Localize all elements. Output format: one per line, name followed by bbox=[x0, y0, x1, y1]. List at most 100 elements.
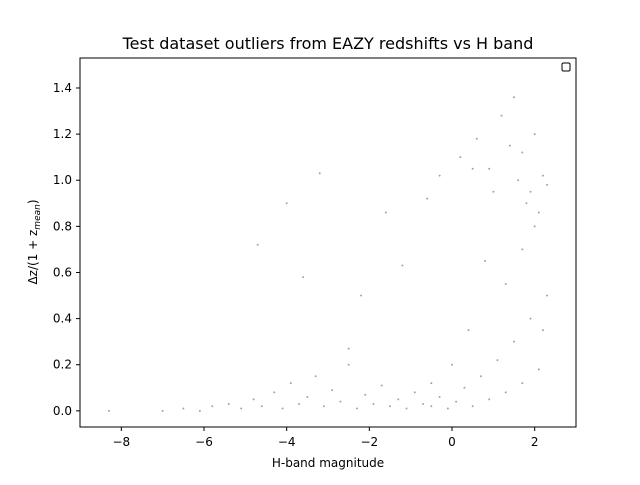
x-tick-label: −2 bbox=[360, 435, 378, 449]
scatter-point bbox=[438, 174, 441, 177]
scatter-point bbox=[289, 382, 292, 385]
y-tick-label: 1.0 bbox=[53, 173, 72, 187]
scatter-point bbox=[413, 391, 416, 394]
scatter-point bbox=[475, 137, 478, 140]
scatter-point bbox=[182, 407, 185, 410]
scatter-point bbox=[533, 133, 536, 136]
scatter-point bbox=[401, 264, 404, 267]
scatter-point bbox=[484, 259, 487, 262]
scatter-point bbox=[508, 144, 511, 147]
scatter-point bbox=[517, 179, 520, 182]
scatter-point bbox=[438, 396, 441, 399]
scatter-point bbox=[355, 407, 358, 410]
scatter-point bbox=[513, 340, 515, 343]
scatter-point bbox=[198, 409, 201, 412]
plot-frame bbox=[79, 57, 577, 428]
scatter-point bbox=[405, 407, 408, 410]
scatter-point bbox=[513, 96, 515, 99]
x-tick-label: −8 bbox=[112, 435, 130, 449]
scatter-point bbox=[397, 398, 400, 401]
scatter-point bbox=[107, 409, 110, 412]
scatter-point bbox=[537, 211, 540, 214]
scatter-point bbox=[521, 151, 524, 154]
scatter-point bbox=[430, 405, 433, 408]
scatter-point bbox=[479, 375, 482, 378]
scatter-point bbox=[521, 248, 524, 251]
scatter-point bbox=[161, 409, 164, 412]
scatter-point bbox=[455, 400, 458, 403]
points-layer bbox=[107, 96, 549, 412]
x-axis-label: H-band magnitude bbox=[272, 456, 384, 470]
scatter-point bbox=[306, 396, 309, 399]
x-tick-label: −4 bbox=[278, 435, 296, 449]
y-tick-label: 1.4 bbox=[53, 81, 72, 95]
scatter-point bbox=[322, 405, 325, 408]
scatter-point bbox=[314, 375, 317, 378]
scatter-point bbox=[504, 283, 507, 286]
scatter-point bbox=[285, 202, 288, 205]
y-tick-label: 0.2 bbox=[53, 358, 72, 372]
y-tick-label: 1.2 bbox=[53, 127, 72, 141]
scatter-point bbox=[256, 243, 259, 246]
scatter-point bbox=[384, 211, 387, 214]
scatter-point bbox=[422, 402, 425, 405]
scatter-point bbox=[240, 407, 243, 410]
scatter-point bbox=[426, 197, 429, 200]
scatter-point bbox=[546, 183, 549, 186]
y-tick-label: 0.4 bbox=[53, 312, 72, 326]
legend-box bbox=[561, 62, 571, 72]
scatter-point bbox=[298, 402, 301, 405]
scatter-point bbox=[211, 405, 214, 408]
scatter-point bbox=[227, 402, 230, 405]
scatter-point bbox=[467, 329, 470, 332]
scatter-point bbox=[492, 190, 495, 193]
scatter-point bbox=[252, 398, 255, 401]
scatter-point bbox=[529, 190, 532, 193]
scatter-point bbox=[529, 317, 532, 320]
x-tick-label: 2 bbox=[531, 435, 539, 449]
scatter-point bbox=[500, 114, 503, 117]
y-axis-ticks: 0.0 0.2 0.4 0.6 0.8 1.0 1.2 1.4 bbox=[53, 81, 80, 418]
y-axis-label: Δz/(1 + zmean) bbox=[26, 199, 43, 284]
scatter-point bbox=[260, 405, 263, 408]
scatter-point bbox=[430, 382, 433, 385]
scatter-point bbox=[541, 174, 544, 177]
x-axis-ticks: −8 −6 −4 −2 0 2 bbox=[112, 427, 538, 449]
y-tick-label: 0.8 bbox=[53, 219, 72, 233]
scatter-point bbox=[339, 400, 342, 403]
y-tick-label: 0.6 bbox=[53, 265, 72, 279]
scatter-point bbox=[347, 347, 350, 350]
scatter-point bbox=[463, 386, 466, 389]
scatter-point bbox=[488, 398, 491, 401]
scatter-point bbox=[331, 389, 334, 392]
scatter-point bbox=[546, 294, 549, 297]
scatter-point bbox=[318, 172, 321, 175]
scatter-point bbox=[521, 382, 524, 385]
x-tick-label: 0 bbox=[448, 435, 456, 449]
scatter-point bbox=[496, 359, 499, 362]
scatter-point bbox=[504, 391, 507, 394]
scatter-point bbox=[471, 405, 474, 408]
y-tick-label: 0.0 bbox=[53, 404, 72, 418]
chart-title: Test dataset outliers from EAZY redshift… bbox=[122, 34, 534, 53]
scatter-point bbox=[533, 225, 536, 228]
scatter-point bbox=[302, 276, 305, 279]
scatter-point bbox=[459, 156, 462, 159]
scatter-point bbox=[446, 407, 449, 410]
scatter-point bbox=[273, 391, 276, 394]
scatter-point bbox=[360, 294, 363, 297]
scatter-point bbox=[471, 167, 474, 170]
scatter-point bbox=[389, 405, 391, 408]
scatter-point bbox=[380, 384, 383, 387]
scatter-point bbox=[525, 202, 528, 205]
scatter-point bbox=[541, 329, 544, 332]
x-tick-label: −6 bbox=[195, 435, 213, 449]
scatter-point bbox=[537, 368, 540, 371]
scatter-point bbox=[364, 393, 367, 396]
scatter-point bbox=[281, 407, 284, 410]
scatter-point bbox=[488, 167, 491, 170]
scatter-point bbox=[347, 363, 350, 366]
